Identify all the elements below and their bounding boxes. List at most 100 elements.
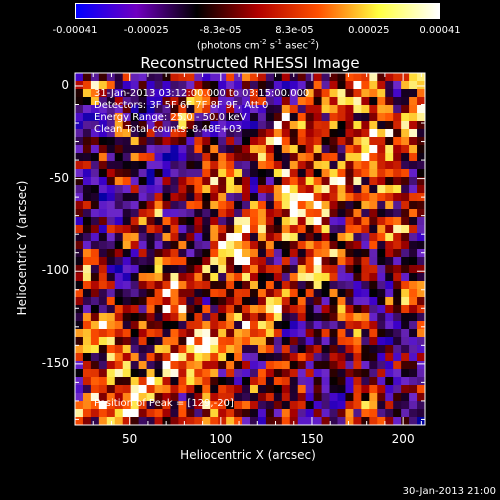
heatmap-cell xyxy=(329,385,338,394)
heatmap-cell xyxy=(130,361,140,370)
heatmap-cell xyxy=(202,217,211,226)
heatmap-cell xyxy=(98,73,108,82)
heatmap-cell xyxy=(194,81,203,90)
heatmap-cell xyxy=(234,305,243,314)
heatmap-cell xyxy=(321,265,331,274)
heatmap-cell xyxy=(226,145,235,154)
heatmap-cell xyxy=(130,257,140,266)
heatmap-cell xyxy=(178,89,187,98)
heatmap-cell xyxy=(313,329,323,338)
heatmap-cell xyxy=(226,345,235,354)
heatmap-cell xyxy=(234,329,243,338)
heatmap-cell xyxy=(281,137,291,146)
heatmap-cell xyxy=(202,305,211,314)
heatmap-cell xyxy=(345,393,354,402)
heatmap-cell xyxy=(361,153,370,162)
heatmap-cell xyxy=(353,81,362,90)
heatmap-cell xyxy=(130,273,140,282)
heatmap-cell xyxy=(82,257,92,266)
heatmap-cell xyxy=(289,257,299,266)
heatmap-cell xyxy=(393,345,402,354)
heatmap-cell xyxy=(281,105,291,114)
heatmap-cell xyxy=(273,105,283,114)
heatmap-cell xyxy=(154,329,163,338)
heatmap-cell xyxy=(345,105,354,114)
heatmap-cell xyxy=(393,73,402,82)
heatmap-cell xyxy=(170,137,179,146)
heatmap-cell xyxy=(393,369,402,378)
heatmap-cell xyxy=(401,329,410,338)
heatmap-cell xyxy=(250,369,259,378)
heatmap-cell xyxy=(257,273,267,282)
heatmap-cell xyxy=(321,345,331,354)
heatmap-cell xyxy=(337,97,346,106)
heatmap-cell xyxy=(130,345,140,354)
heatmap-cell xyxy=(385,73,394,82)
heatmap-cell xyxy=(98,129,108,138)
heatmap-cell xyxy=(106,241,116,250)
heatmap-cell xyxy=(186,177,195,186)
heatmap-cell xyxy=(122,89,132,98)
heatmap-cell xyxy=(218,169,227,178)
heatmap-cell xyxy=(409,97,418,106)
heatmap-cell xyxy=(242,385,251,394)
heatmap-cell xyxy=(250,169,259,178)
heatmap-cell xyxy=(361,289,370,298)
heatmap-cell xyxy=(194,297,203,306)
heatmap-cell xyxy=(329,273,338,282)
heatmap-cell xyxy=(98,241,108,250)
heatmap-cell xyxy=(305,121,315,130)
heatmap-cell xyxy=(361,73,370,82)
heatmap-cell xyxy=(234,73,243,82)
heatmap-cell xyxy=(218,233,227,242)
heatmap-cell xyxy=(218,393,227,402)
heatmap-cell xyxy=(114,113,124,122)
heatmap-cell xyxy=(393,401,402,410)
heatmap-cell xyxy=(297,169,307,178)
heatmap-cell xyxy=(321,169,331,178)
heatmap-cell xyxy=(202,129,211,138)
heatmap-cell xyxy=(353,257,362,266)
heatmap-cell xyxy=(202,393,211,402)
heatmap-cell xyxy=(210,345,219,354)
heatmap-cell xyxy=(154,177,163,186)
heatmap-cell xyxy=(210,193,219,202)
heatmap-cell xyxy=(305,313,315,322)
heatmap-cell xyxy=(250,305,259,314)
heatmap-cell xyxy=(393,225,402,234)
heatmap-cell xyxy=(250,153,259,162)
heatmap-cell xyxy=(130,225,140,234)
heatmap-cell xyxy=(178,97,187,106)
heatmap-cell xyxy=(281,129,291,138)
heatmap-cell xyxy=(194,393,203,402)
heatmap-cell xyxy=(146,401,156,410)
heatmap-cell xyxy=(162,121,171,130)
heatmap-cell xyxy=(98,201,108,210)
heatmap-cell xyxy=(273,393,283,402)
heatmap-cell xyxy=(289,329,299,338)
heatmap-cell xyxy=(353,393,362,402)
heatmap-cell xyxy=(369,273,378,282)
heatmap-cell xyxy=(313,305,323,314)
heatmap-cell xyxy=(234,89,243,98)
heatmap-cell xyxy=(369,321,378,330)
heatmap-cell xyxy=(186,297,195,306)
heatmap-cell xyxy=(393,361,402,370)
heatmap-cell xyxy=(130,329,140,338)
heatmap-cell xyxy=(401,377,410,386)
heatmap-cell xyxy=(202,89,211,98)
heatmap-cell xyxy=(273,305,283,314)
heatmap-cell xyxy=(385,169,394,178)
heatmap-cell xyxy=(154,73,163,82)
heatmap-cell xyxy=(257,369,267,378)
heatmap-cell xyxy=(170,265,179,274)
heatmap-cell xyxy=(337,385,346,394)
heatmap-cell xyxy=(281,417,291,426)
heatmap-cell xyxy=(242,233,251,242)
heatmap-cell xyxy=(265,193,275,202)
heatmap-cell xyxy=(297,193,307,202)
heatmap-cell xyxy=(122,145,132,154)
heatmap-cell xyxy=(393,137,402,146)
heatmap-cell xyxy=(297,401,307,410)
heatmap-cell xyxy=(130,233,140,242)
